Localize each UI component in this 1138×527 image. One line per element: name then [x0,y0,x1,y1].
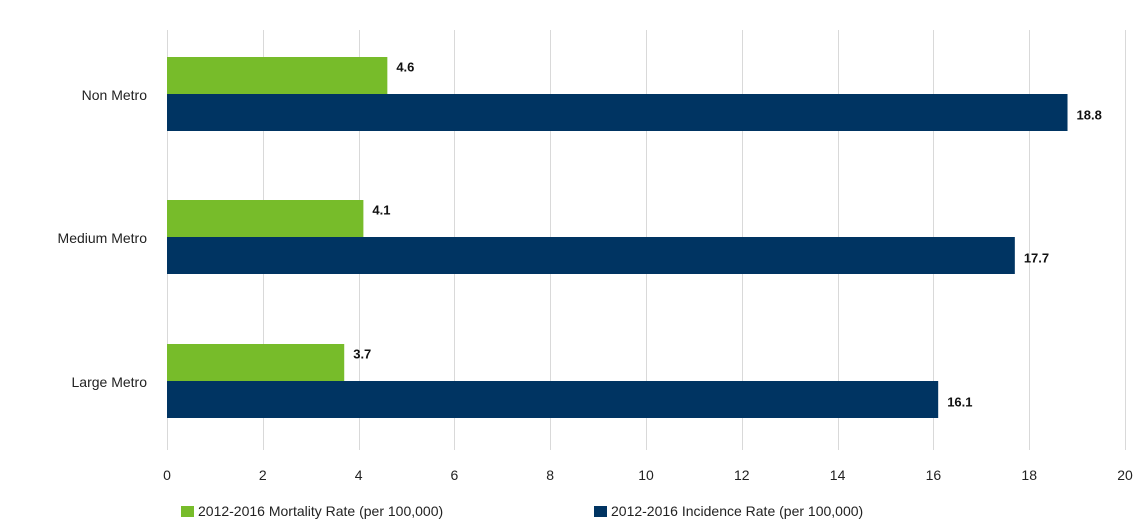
data-label-incidence-large-metro: 16.1 [947,395,972,410]
incidence-bar [167,237,1015,274]
x-tick-label: 14 [830,467,846,483]
x-tick-label: 10 [638,467,654,483]
x-tick-label: 6 [451,467,459,483]
legend-label-mortality: 2012-2016 Mortality Rate (per 100,000) [198,503,443,519]
x-axis-ticks: 0 2 4 6 8 10 12 14 16 18 20 [163,467,1133,483]
x-tick-label: 12 [734,467,750,483]
x-tick-label: 8 [546,467,554,483]
x-tick-label: 4 [355,467,363,483]
data-label-incidence-non-metro: 18.8 [1077,108,1102,123]
x-tick-label: 18 [1021,467,1037,483]
category-label-non-metro: Non Metro [82,87,148,103]
data-label-mortality-large-metro: 3.7 [353,347,371,362]
x-tick-label: 20 [1117,467,1133,483]
mortality-bar [167,344,345,381]
legend-swatch-mortality [181,506,194,517]
incidence-bar [167,381,939,418]
legend-label-incidence: 2012-2016 Incidence Rate (per 100,000) [611,503,863,519]
x-tick-label: 0 [163,467,171,483]
data-label-mortality-medium-metro: 4.1 [372,203,390,218]
data-labels: 4.6 4.1 3.7 18.8 17.7 16.1 [353,60,1102,410]
incidence-bar [167,94,1068,131]
legend: 2012-2016 Mortality Rate (per 100,000) 2… [181,503,863,519]
data-label-mortality-non-metro: 4.6 [396,60,414,75]
mortality-bar [167,200,364,237]
legend-swatch-incidence [594,506,607,517]
x-tick-label: 2 [259,467,267,483]
data-label-incidence-medium-metro: 17.7 [1024,251,1049,266]
category-label-large-metro: Large Metro [72,374,148,390]
category-label-medium-metro: Medium Metro [58,230,148,246]
bars [167,57,1068,418]
mortality-bar [167,57,388,94]
x-tick-label: 16 [926,467,942,483]
y-axis-categories: Non Metro Medium Metro Large Metro [58,87,148,390]
